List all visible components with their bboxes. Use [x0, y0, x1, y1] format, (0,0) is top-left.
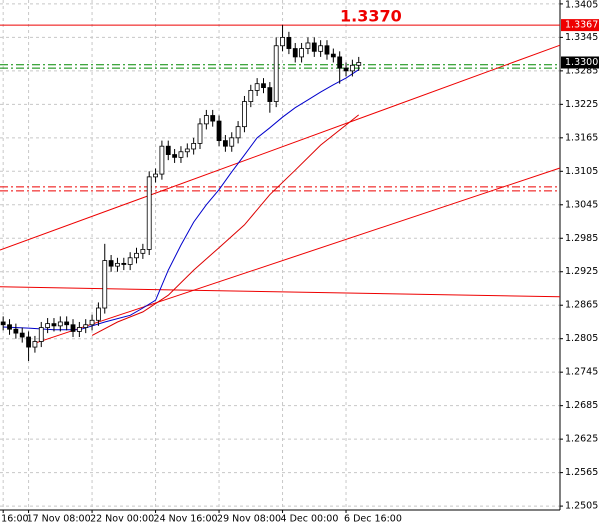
y-tick-label: 1.3285: [565, 65, 598, 76]
candle-body: [349, 64, 355, 72]
x-tick-label: 22 Nov 00:00: [90, 514, 154, 525]
candle-body: [337, 56, 343, 69]
x-tick-label: 6 Dec 16:00: [344, 514, 402, 525]
y-tick-label: 1.3045: [565, 199, 598, 210]
trend-line: [0, 286, 561, 298]
candle-body: [330, 53, 336, 58]
candle-body: [191, 143, 197, 150]
candle-body: [140, 249, 146, 254]
candle-body: [96, 307, 101, 321]
candle-body: [159, 145, 165, 175]
level-price-box: [561, 19, 599, 32]
candle-body: [13, 328, 19, 334]
candle-body: [343, 67, 349, 72]
candle-body: [324, 45, 330, 55]
candle-body: [178, 151, 184, 158]
candle-body: [153, 173, 158, 178]
candle-body: [7, 324, 12, 330]
candle-body: [45, 323, 51, 328]
candle-body: [203, 115, 209, 125]
x-tick-label: 17 Nov 08:00: [27, 514, 91, 525]
candle-body: [38, 327, 44, 342]
candle-body: [280, 36, 285, 47]
candle-body: [0, 321, 6, 326]
candle-body: [292, 48, 298, 58]
candle-body: [235, 126, 241, 139]
candle-body: [216, 120, 222, 142]
candle-body: [172, 154, 178, 158]
y-tick-label: 1.3105: [565, 166, 598, 177]
y-tick-label: 1.3345: [565, 32, 598, 43]
candle-body: [229, 137, 235, 147]
annotation: 1.3370: [340, 7, 402, 26]
candle-body: [311, 42, 317, 52]
candle-body: [70, 324, 76, 332]
candle-body: [305, 42, 311, 49]
y-tick-label: 1.2685: [565, 400, 598, 411]
candle-body: [26, 336, 31, 348]
y-tick-label: 1.2985: [565, 233, 598, 244]
candle-body: [121, 262, 127, 265]
x-tick-label: 16:00: [1, 514, 28, 525]
level-price-label: 1.3367: [565, 20, 598, 31]
candle-body: [286, 36, 292, 49]
candle-body: [76, 327, 82, 332]
candle-body: [19, 332, 25, 338]
trend-line: [34, 167, 561, 344]
candle-body: [102, 260, 108, 309]
candle-body: [210, 115, 216, 122]
y-tick-label: 1.2925: [565, 266, 598, 277]
candle-body: [57, 321, 63, 327]
y-tick-label: 1.2745: [565, 367, 598, 378]
current-price-label: 1.3300: [565, 57, 598, 68]
candle-body: [127, 257, 133, 265]
x-tick-label: 4 Dec 00:00: [281, 514, 339, 525]
candle-body: [299, 48, 304, 58]
candle-body: [267, 87, 273, 102]
candle-body: [261, 83, 266, 89]
y-tick-label: 1.2865: [565, 300, 598, 311]
candle-body: [242, 101, 247, 128]
candle-body: [146, 176, 152, 250]
candle-body: [254, 83, 260, 91]
candle-body: [248, 89, 254, 102]
y-tick-label: 1.3405: [565, 0, 598, 11]
x-tick-label: 29 Nov 08:00: [217, 514, 281, 525]
candle-body: [83, 324, 89, 328]
y-tick-label: 1.2505: [565, 501, 598, 512]
candle-body: [184, 148, 190, 153]
x-tick-label: 24 Nov 16:00: [154, 514, 218, 525]
candle-body: [64, 321, 70, 326]
candle-body: [165, 145, 171, 155]
candle-body: [134, 252, 139, 259]
candle-body: [89, 319, 95, 326]
candle-body: [51, 323, 57, 327]
candle-body: [115, 262, 120, 267]
y-tick-label: 1.3225: [565, 99, 598, 110]
trend-line: [0, 44, 561, 251]
moving-average: [3, 69, 359, 331]
candle-body: [197, 123, 203, 144]
candle-body: [32, 341, 38, 348]
candle-body: [318, 45, 324, 52]
candle-body: [108, 260, 114, 267]
current-price-box: [561, 56, 599, 69]
y-tick-label: 1.3165: [565, 132, 598, 143]
y-tick-label: 1.2625: [565, 434, 598, 445]
candle-body: [222, 140, 228, 147]
candle-body: [356, 62, 362, 66]
y-tick-label: 1.2565: [565, 467, 598, 478]
candle-body: [273, 45, 279, 102]
moving-average: [91, 114, 360, 336]
y-tick-label: 1.2805: [565, 333, 598, 344]
